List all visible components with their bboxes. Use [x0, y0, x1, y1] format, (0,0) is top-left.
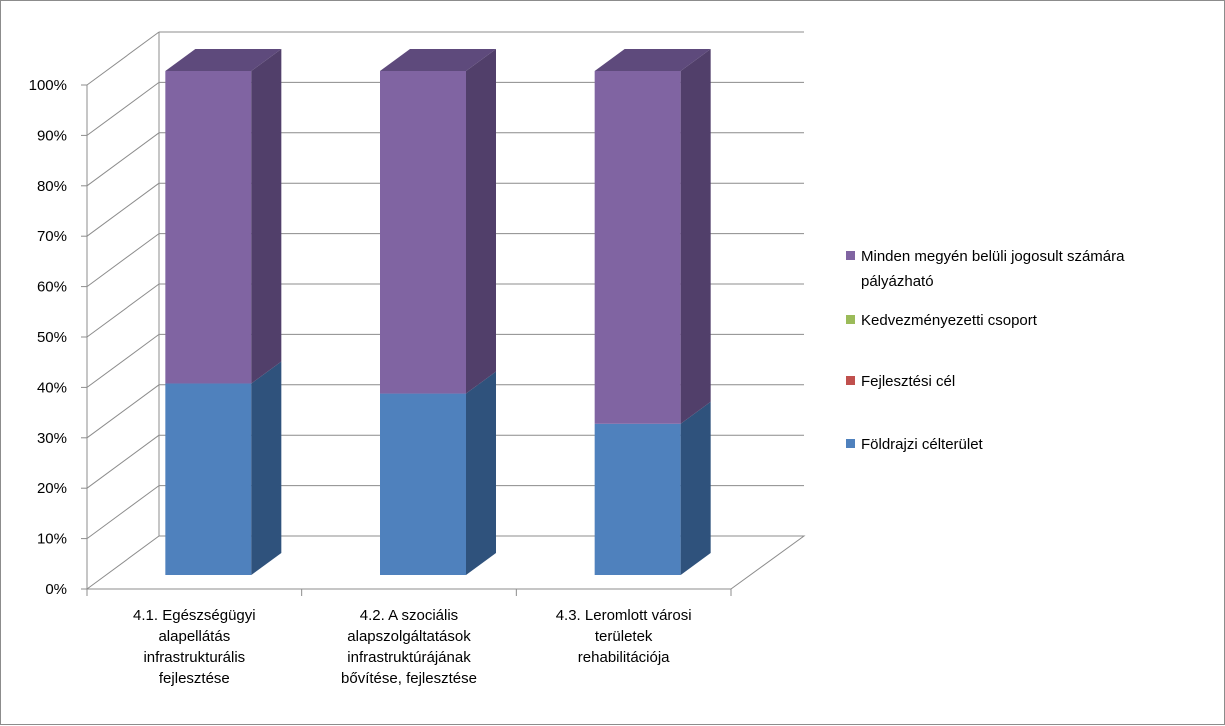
bar-segment-side: [680, 49, 711, 424]
legend-swatch: [846, 315, 855, 324]
y-tick-label: 50%: [37, 329, 67, 346]
bar-top: [165, 49, 282, 71]
y-tick-label: 60%: [37, 279, 67, 296]
legend-label: Minden megyén belüli jogosult számára pál…: [861, 248, 1125, 290]
gridline-diagonal: [86, 233, 160, 288]
y-tick-label: 100%: [29, 77, 67, 94]
x-tick-label: 4.2. A szociális alapszolgáltatások infras…: [341, 607, 477, 687]
legend-label: Földrajzi célterület: [861, 436, 984, 453]
legend-swatch: [846, 439, 855, 448]
y-tick-label: 70%: [37, 228, 67, 245]
gridline-diagonal: [86, 31, 160, 86]
bar-segment: [594, 423, 681, 575]
gridline-diagonal: [86, 485, 160, 540]
bar-stack: [380, 49, 496, 575]
bar-segment: [165, 383, 252, 575]
bar-top: [594, 49, 711, 71]
gridline-diagonal: [86, 81, 160, 136]
bar-segment-side: [680, 401, 711, 575]
bar-segment-side: [251, 361, 282, 575]
bar-segment: [594, 71, 681, 424]
legend-swatch: [846, 251, 855, 260]
gridline-diagonal: [86, 182, 160, 237]
gridline-diagonal: [86, 132, 160, 187]
y-tick-label: 10%: [37, 531, 67, 548]
legend-swatch: [846, 376, 855, 385]
y-tick-label: 40%: [37, 379, 67, 396]
bar-top: [380, 49, 496, 71]
bars: [165, 49, 711, 575]
x-axis: 4.1. Egészségügyi alapellátás infrastruktu…: [86, 588, 732, 687]
x-tick-label: 4.3. Leromlott városi területek rehabilitá…: [556, 607, 692, 666]
bar-stack: [594, 49, 711, 575]
y-tick-label: 20%: [37, 480, 67, 497]
legend-label: Kedvezményezetti csoport: [861, 312, 1038, 329]
y-tick-label: 30%: [37, 430, 67, 447]
gridline-diagonal: [86, 434, 160, 489]
legend: Minden megyén belüli jogosult számára pál…: [846, 248, 1125, 453]
bar-segment-side: [466, 371, 496, 575]
bar-segment: [380, 393, 466, 575]
legend-label: Fejlesztési cél: [861, 373, 955, 390]
bar-segment-side: [251, 49, 282, 384]
y-axis-ticks: 0% 10% 20% 30% 40% 50% 60% 70% 80% 90% 100%: [29, 77, 87, 598]
bar-segment: [380, 71, 466, 394]
gridline-diagonal: [86, 333, 160, 388]
bar-segment: [165, 71, 252, 384]
x-tick-label: 4.1. Egészségügyi alapellátás infrastruktu…: [133, 607, 256, 687]
gridline-diagonal: [86, 283, 160, 338]
bar-stack: [165, 49, 282, 575]
gridline-diagonal: [86, 384, 160, 439]
y-tick-label: 90%: [37, 127, 67, 144]
bar-segment-side: [466, 49, 496, 394]
y-tick-label: 0%: [45, 581, 67, 598]
y-tick-label: 80%: [37, 178, 67, 195]
